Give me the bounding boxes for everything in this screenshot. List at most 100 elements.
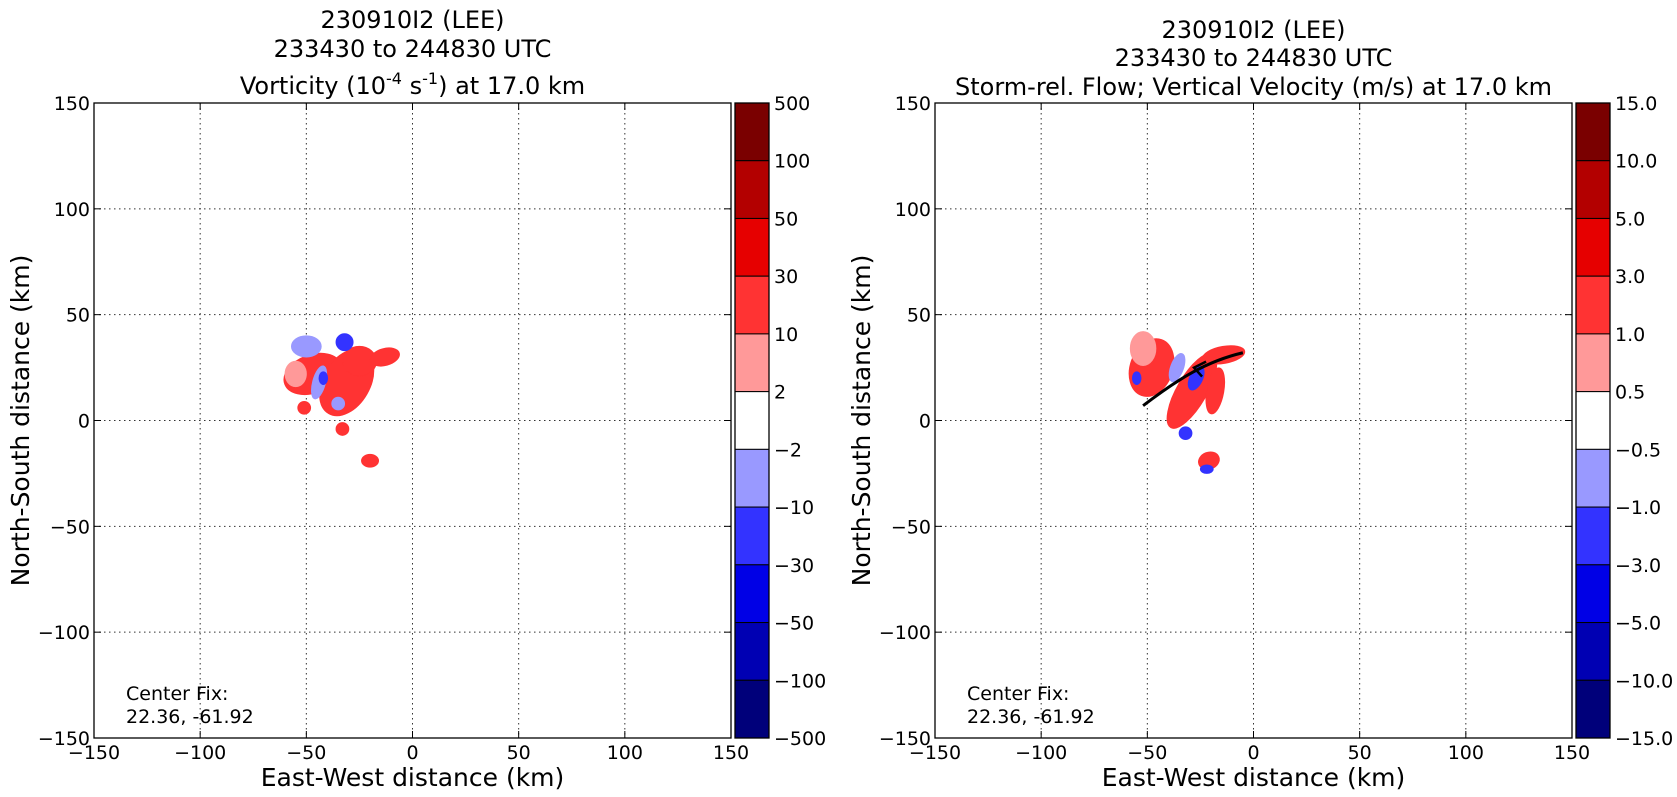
left-colorbar-label: −100 [774, 670, 826, 692]
left-colorbar-band [734, 622, 770, 681]
left-ytick-label: 50 [66, 305, 90, 327]
right-colorbar-label: −0.5 [1615, 439, 1661, 461]
right-xlabel: East-West distance (km) [1102, 763, 1406, 792]
left-colorbar-band [734, 448, 770, 508]
right-field-region [1199, 464, 1214, 474]
left-ytick-label: 100 [54, 199, 90, 221]
right-xtick-label: −150 [909, 742, 961, 764]
right-xtick-label: −100 [1015, 742, 1067, 764]
left-title-pre: Vorticity (10 [240, 72, 386, 100]
streamline-arrowhead [1192, 360, 1207, 378]
left-colorbar-band [734, 160, 770, 219]
right-ytick-label: −150 [879, 728, 931, 750]
left-xtick-label: 150 [713, 742, 749, 764]
right-title-line-2: 233430 to 244830 UTC [1115, 44, 1393, 72]
left-title-sup2: -1 [422, 69, 438, 88]
left-field-region [297, 400, 312, 415]
right-ytick-label: 100 [895, 199, 931, 221]
right-colorbar-band [1575, 564, 1611, 624]
left-xtick-label: −150 [68, 742, 120, 764]
left-colorbar-band [734, 275, 770, 335]
left-colorbar-label: −50 [774, 613, 814, 635]
right-colorbar-band [1575, 391, 1611, 450]
right-colorbar-label: −3.0 [1615, 555, 1661, 577]
right-colorbar-band [1575, 448, 1611, 508]
left-title-sup1: -4 [386, 69, 402, 88]
right-annotation-line-1: Center Fix: [967, 683, 1069, 705]
right-field-region [1202, 345, 1246, 365]
left-colorbar-band [734, 564, 770, 624]
left-field-region [335, 333, 354, 352]
right-field-region [1168, 352, 1186, 383]
right-colorbar-label: −5.0 [1615, 613, 1661, 635]
right-colorbar-label: 0.5 [1615, 382, 1645, 404]
left-ticks: −150 −100 −50 0 50 100 150 −150 −100 −50 0 50 100 150 [38, 93, 749, 764]
left-ytick-label: 150 [54, 93, 90, 115]
left-colorbar-band [734, 506, 770, 566]
left-title-line-3: Vorticity (10-4 s-1) at 17.0 km [240, 69, 585, 100]
left-colorbar-label: −30 [774, 555, 814, 577]
left-colorbar-label: 10 [774, 324, 798, 346]
left-colorbar-label: −10 [774, 497, 814, 519]
right-colorbar-label: 1.0 [1615, 324, 1645, 346]
left-field-region [318, 371, 329, 386]
left-colorbar-band [734, 679, 770, 739]
right-title-line-1: 230910I2 (LEE) [1161, 16, 1345, 44]
right-field-region [1178, 426, 1193, 441]
left-ytick-label: −50 [50, 516, 90, 538]
left-field-region [335, 422, 350, 436]
right-colorbar-band [1575, 160, 1611, 219]
right-xtick-label: 100 [1448, 742, 1484, 764]
left-ytick-label: −150 [38, 728, 90, 750]
right-panel: 230910I2 (LEE) 233430 to 244830 UTC Stor… [847, 16, 1673, 792]
left-xtick-label: −100 [174, 742, 226, 764]
right-colorbar-band [1575, 275, 1611, 335]
right-ytick-label: 0 [919, 411, 931, 433]
right-colorbar-label: 5.0 [1615, 208, 1645, 230]
left-field-region [361, 453, 380, 468]
left-xtick-label: −50 [286, 742, 326, 764]
left-field [283, 333, 400, 468]
left-title-mid: s [402, 72, 422, 100]
right-ytick-label: 150 [895, 93, 931, 115]
right-ytick-label: 50 [907, 305, 931, 327]
left-colorbar-label: 100 [774, 151, 810, 173]
right-streamline [1142, 351, 1244, 407]
left-colorbar-band [734, 333, 770, 393]
left-annotation-line-1: Center Fix: [126, 683, 228, 705]
left-title-line-2: 233430 to 244830 UTC [274, 35, 552, 63]
right-colorbar-label: 10.0 [1615, 151, 1657, 173]
left-annotation-line-2: 22.36, -61.92 [126, 706, 254, 728]
left-title-line-1: 230910I2 (LEE) [320, 6, 504, 34]
left-colorbar-label: 50 [774, 208, 798, 230]
right-grid [935, 103, 1572, 738]
left-colorbar-label: 30 [774, 266, 798, 288]
left-colorbar-band [734, 391, 770, 450]
left-colorbar-label: 2 [774, 382, 786, 404]
left-grid [94, 103, 731, 738]
left-colorbar: 500 100 50 30 10 2 −2 −10 −30 −50 −100 −500 [734, 93, 826, 750]
left-field-region [369, 347, 400, 367]
right-xtick-label: −50 [1127, 742, 1167, 764]
left-colorbar-band [734, 217, 770, 277]
right-title-line-3: Storm-rel. Flow; Vertical Velocity (m/s)… [955, 73, 1552, 101]
right-colorbar-band [1575, 622, 1611, 681]
right-colorbar-label: 3.0 [1615, 266, 1645, 288]
right-ticks: −150 −100 −50 0 50 100 150 −150 −100 −50 0 50 100 150 [879, 93, 1590, 764]
right-colorbar-frame [1575, 102, 1611, 739]
left-ytick-label: 0 [78, 411, 90, 433]
right-colorbar-band [1575, 506, 1611, 566]
left-colorbar-label: −2 [774, 439, 802, 461]
left-xtick-label: 100 [607, 742, 643, 764]
left-field-region [284, 360, 307, 388]
left-title-post: ) at 17.0 km [438, 72, 585, 100]
left-colorbar-band [734, 102, 770, 162]
left-colorbar-frame [734, 102, 770, 739]
right-colorbar-label: −15.0 [1615, 728, 1673, 750]
left-xtick-label: 0 [406, 742, 418, 764]
right-field-region [1129, 331, 1157, 366]
left-panel: 230910I2 (LEE) 233430 to 244830 UTC Vort… [6, 6, 826, 792]
right-colorbar-label: −10.0 [1615, 670, 1673, 692]
right-colorbar-band [1575, 217, 1611, 277]
